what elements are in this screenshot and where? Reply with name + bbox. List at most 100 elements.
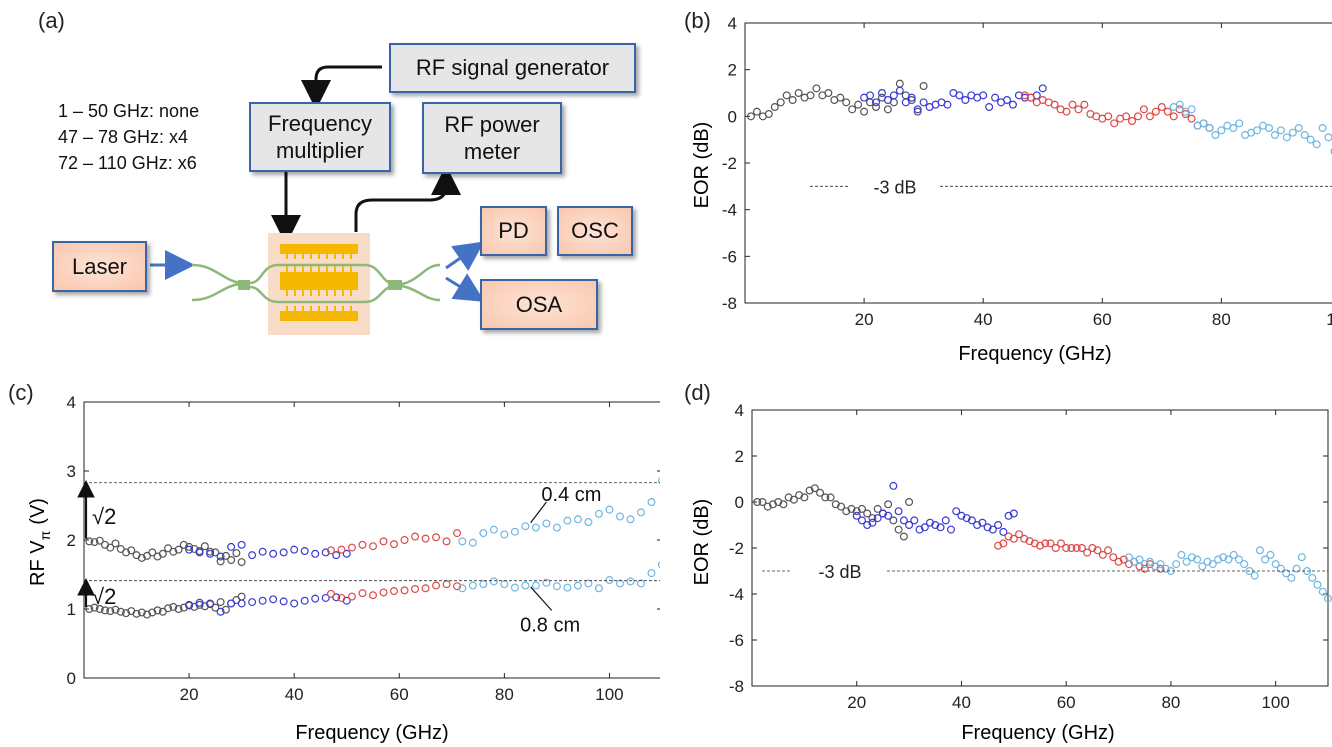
- data-point: [1030, 539, 1039, 548]
- data-point: [895, 86, 904, 95]
- data-point: [458, 584, 467, 593]
- y-tick-label: 2: [728, 61, 737, 80]
- data-point: [919, 81, 928, 90]
- data-point: [868, 514, 877, 523]
- data-point: [369, 542, 378, 551]
- data-point: [647, 498, 656, 507]
- data-point: [400, 586, 409, 595]
- data-point: [85, 537, 94, 546]
- data-point: [806, 91, 815, 100]
- data-point: [795, 491, 804, 500]
- data-point: [411, 584, 420, 593]
- data-point: [1145, 112, 1154, 121]
- data-point: [768, 500, 777, 509]
- data-point: [237, 599, 246, 608]
- y-tick-label: -8: [729, 677, 744, 696]
- data-point: [1175, 100, 1184, 109]
- data-point: [1015, 530, 1024, 539]
- data-point: [411, 532, 420, 541]
- data-point: [432, 533, 441, 542]
- data-point: [1122, 112, 1131, 121]
- data-point: [90, 603, 99, 612]
- data-point: [1205, 123, 1214, 132]
- data-point: [1182, 557, 1191, 566]
- data-point: [889, 516, 898, 525]
- data-point: [521, 522, 530, 531]
- data-point: [216, 552, 225, 561]
- data-point: [132, 609, 141, 618]
- data-point: [1306, 135, 1315, 144]
- pd-box: PD: [480, 206, 547, 256]
- data-point: [1072, 544, 1081, 553]
- data-point: [552, 523, 561, 532]
- chart-c-ylabel: RF Vπ(V): [27, 498, 53, 586]
- sqrt2-label-lower: √2: [92, 584, 116, 609]
- data-point: [169, 602, 178, 611]
- chart-d-ylabel: EOR (dB): [691, 499, 713, 586]
- data-point: [883, 105, 892, 114]
- data-point: [1172, 560, 1181, 569]
- data-point: [946, 525, 955, 534]
- data-point: [746, 112, 755, 121]
- y-tick-label: 4: [735, 401, 744, 420]
- data-point: [269, 595, 278, 604]
- data-point: [889, 481, 898, 490]
- y-tick-label: -6: [729, 631, 744, 650]
- data-point: [658, 561, 660, 569]
- data-point: [237, 540, 246, 549]
- data-point: [615, 512, 624, 521]
- data-point: [479, 580, 488, 589]
- data-point: [1211, 131, 1220, 140]
- chart-c: RF Vπ(V) Frequency (GHz) 20 40 60 80 100 4 3 2 1…: [27, 393, 660, 744]
- data-point: [1324, 133, 1332, 142]
- data-point: [605, 505, 614, 514]
- data-point: [936, 523, 945, 532]
- data-point: [770, 102, 779, 111]
- data-point: [158, 549, 167, 558]
- data-point: [860, 107, 869, 116]
- data-point: [101, 606, 110, 615]
- data-point: [836, 93, 845, 102]
- data-point: [164, 604, 173, 613]
- data-point: [1140, 560, 1149, 569]
- data-point: [216, 598, 225, 607]
- data-point: [1276, 126, 1285, 135]
- y-tick-label: -4: [729, 585, 744, 604]
- data-point: [442, 580, 451, 589]
- data-point: [1261, 555, 1270, 564]
- data-point: [500, 580, 509, 589]
- data-point: [626, 515, 635, 524]
- data-point: [1003, 95, 1012, 104]
- data-point: [605, 576, 614, 585]
- panel-label-b: (b): [684, 8, 711, 33]
- data-point: [137, 553, 146, 562]
- data-point: [1187, 553, 1196, 562]
- data-point: [148, 548, 157, 557]
- chart-b-xlabel: Frequency (GHz): [958, 343, 1111, 365]
- data-point: [116, 607, 125, 616]
- data-point: [1323, 594, 1332, 603]
- data-point: [873, 504, 882, 513]
- data-point: [258, 547, 267, 556]
- data-point: [1219, 553, 1228, 562]
- data-point: [877, 88, 886, 97]
- data-point: [169, 547, 178, 556]
- data-point: [1300, 131, 1309, 140]
- x-tick-label: 40: [974, 310, 993, 329]
- data-point: [957, 511, 966, 520]
- data-point: [994, 541, 1003, 550]
- data-point: [137, 608, 146, 617]
- data-point: [1193, 555, 1202, 564]
- data-point: [400, 536, 409, 545]
- data-point: [206, 549, 215, 558]
- y-tick-label: 4: [67, 393, 76, 412]
- data-point: [563, 583, 572, 592]
- data-point: [1026, 93, 1035, 102]
- data-point: [758, 497, 767, 506]
- data-point: [1077, 544, 1086, 553]
- data-point: [1208, 560, 1217, 569]
- data-point: [1255, 546, 1264, 555]
- data-point: [379, 537, 388, 546]
- annotation-04cm: 0.4 cm: [541, 484, 601, 506]
- data-point: [1119, 555, 1128, 564]
